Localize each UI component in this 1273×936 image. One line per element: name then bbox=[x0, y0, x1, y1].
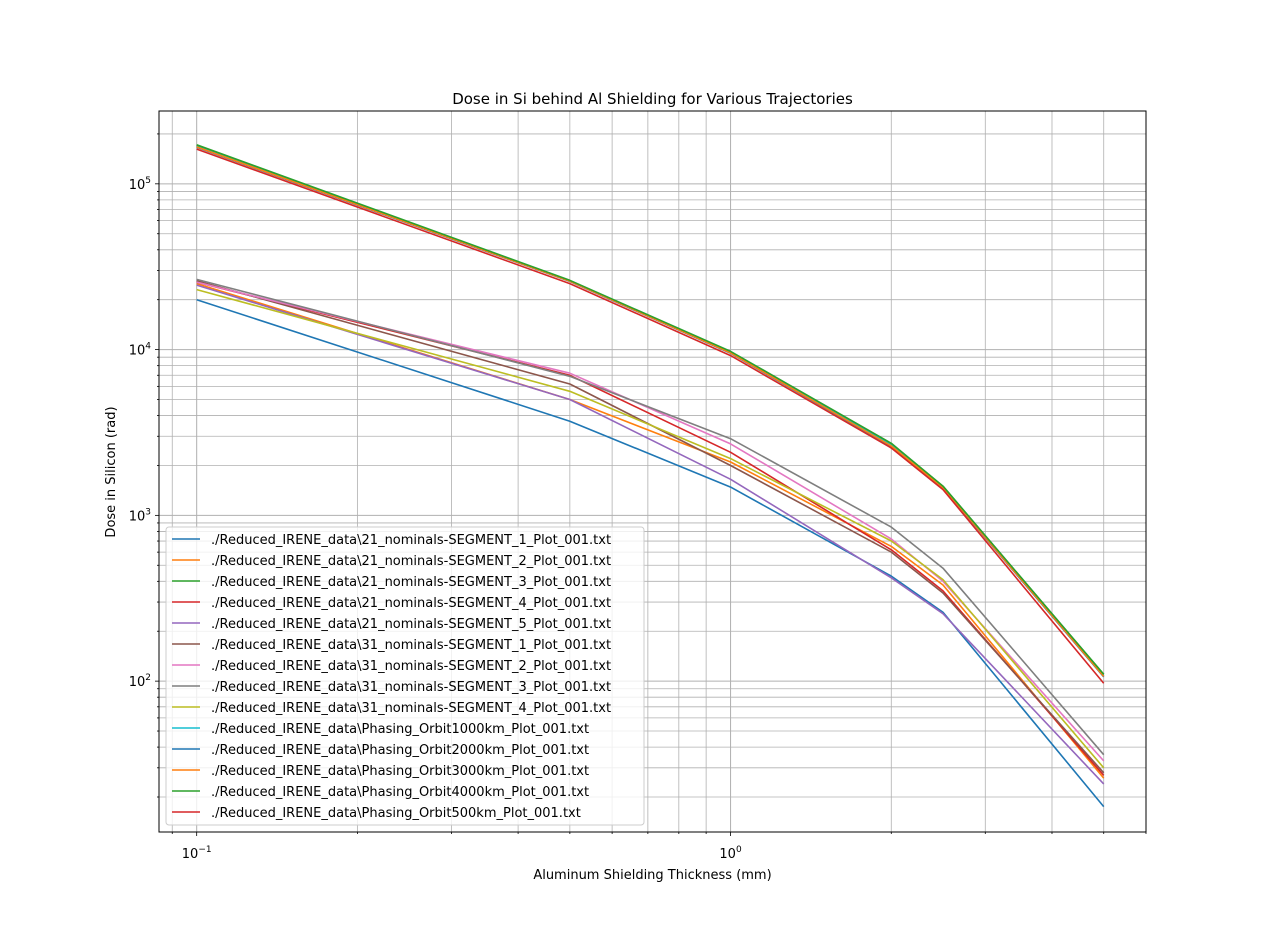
series-line-12 bbox=[196, 146, 1105, 677]
legend-label-14: ./Reduced_IRENE_data\Phasing_Orbit500km_… bbox=[211, 806, 581, 821]
grid bbox=[159, 111, 1147, 832]
x-tick-label: 10−1 bbox=[182, 845, 212, 862]
legend-box bbox=[165, 526, 645, 826]
series-line-13 bbox=[196, 144, 1105, 675]
series-line-5 bbox=[196, 284, 1105, 785]
legend-label-8: ./Reduced_IRENE_data\31_nominals-SEGMENT… bbox=[211, 680, 611, 695]
legend-label-2: ./Reduced_IRENE_data\21_nominals-SEGMENT… bbox=[211, 554, 611, 569]
y-axis-label: Dose in Silicon (rad) bbox=[104, 406, 119, 537]
axis-ticks: 10−1 100 102 103 104 105 bbox=[129, 133, 1147, 862]
legend-label-6: ./Reduced_IRENE_data\31_nominals-SEGMENT… bbox=[211, 638, 611, 653]
legend-label-4: ./Reduced_IRENE_data\21_nominals-SEGMENT… bbox=[211, 596, 611, 611]
y-tick-label: 103 bbox=[129, 507, 151, 524]
x-axis-label: Aluminum Shielding Thickness (mm) bbox=[533, 868, 771, 883]
legend-label-7: ./Reduced_IRENE_data\31_nominals-SEGMENT… bbox=[211, 659, 611, 674]
legend: ./Reduced_IRENE_data\21_nominals-SEGMENT… bbox=[165, 526, 645, 826]
legend-label-12: ./Reduced_IRENE_data\Phasing_Orbit3000km… bbox=[211, 764, 589, 779]
series-line-14 bbox=[196, 148, 1105, 684]
legend-label-3: ./Reduced_IRENE_data\21_nominals-SEGMENT… bbox=[211, 575, 611, 590]
series-line-6 bbox=[196, 280, 1105, 774]
legend-label-1: ./Reduced_IRENE_data\21_nominals-SEGMENT… bbox=[211, 533, 611, 548]
series-lines bbox=[196, 144, 1105, 808]
legend-label-11: ./Reduced_IRENE_data\Phasing_Orbit2000km… bbox=[211, 743, 589, 758]
legend-label-10: ./Reduced_IRENE_data\Phasing_Orbit1000km… bbox=[211, 722, 589, 737]
y-tick-label: 105 bbox=[129, 176, 151, 193]
plot-area-frame bbox=[158, 110, 1147, 833]
y-tick-label: 102 bbox=[129, 673, 151, 690]
series-line-8 bbox=[196, 278, 1105, 756]
y-tick-label: 104 bbox=[129, 342, 152, 359]
legend-label-5: ./Reduced_IRENE_data\21_nominals-SEGMENT… bbox=[211, 617, 611, 632]
x-tick-label: 100 bbox=[719, 845, 742, 862]
chart-title: Dose in Si behind Al Shielding for Vario… bbox=[452, 90, 853, 108]
series-line-9 bbox=[196, 288, 1105, 769]
series-line-1 bbox=[196, 298, 1105, 808]
legend-label-13: ./Reduced_IRENE_data\Phasing_Orbit4000km… bbox=[211, 785, 589, 800]
legend-label-9: ./Reduced_IRENE_data\31_nominals-SEGMENT… bbox=[211, 701, 611, 716]
